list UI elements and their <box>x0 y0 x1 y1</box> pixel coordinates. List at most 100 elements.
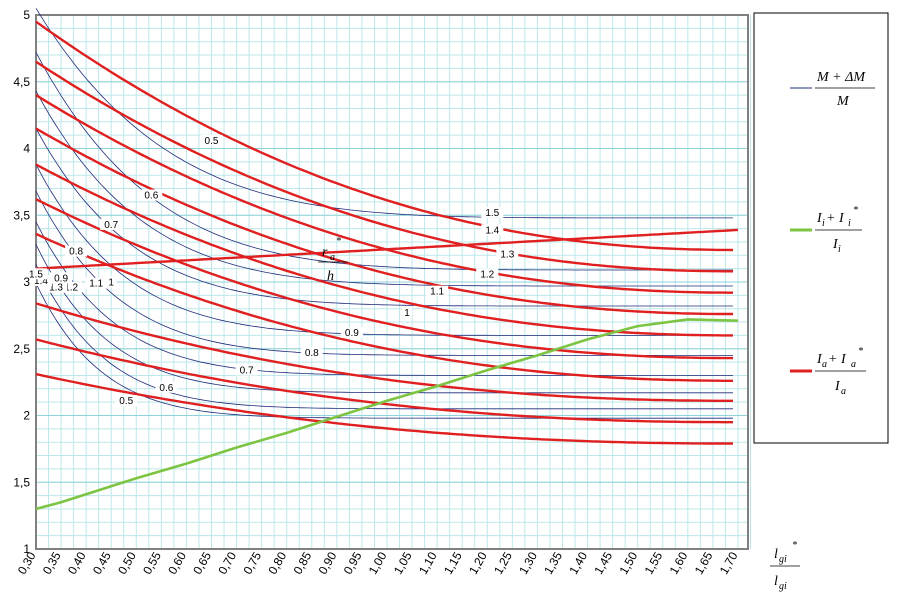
x-tick-22: 1,40 <box>566 549 590 577</box>
legend-2-num: I <box>816 211 823 226</box>
axes: 1 1,5 2 2,5 3 3,5 4 4,5 5 0,30 0,35 0,40 0,45 0,50 0,5… <box>13 8 740 577</box>
y-tick-3: 2,5 <box>13 342 30 356</box>
red-left-label-2-bg <box>65 245 88 257</box>
red-label-2-bg <box>496 248 519 260</box>
red-label-2: 1.3 <box>500 249 514 260</box>
red-series-6 <box>35 198 733 360</box>
red-label-5-bg <box>402 307 413 319</box>
x-tick-20: 1,30 <box>516 549 540 577</box>
red-left-label-2: 0.8 <box>69 247 83 258</box>
red-label-1-bg <box>481 224 504 236</box>
x-tick-9: 0,75 <box>240 549 264 577</box>
x-tick-3: 0,45 <box>90 549 114 577</box>
red-series-3 <box>35 94 733 294</box>
svg-text:+ I: + I <box>828 352 847 367</box>
red-label-10-bg <box>115 395 138 407</box>
y-tick-6: 4 <box>23 142 30 156</box>
x-tick-26: 1,60 <box>667 549 691 577</box>
xlabel-den: l <box>774 574 778 589</box>
blue-series-0 <box>35 8 733 219</box>
x-tick-16: 1,10 <box>416 549 440 577</box>
x-tick-5: 0,55 <box>140 549 164 577</box>
red-label-0: 1.5 <box>485 208 499 219</box>
blue-series-2 <box>35 90 733 287</box>
red-series-9 <box>35 338 733 424</box>
red-left-label-6-bg <box>60 281 83 293</box>
red-left-label-3-bg <box>50 272 73 284</box>
red-left-label-5: 1 <box>108 277 114 288</box>
xlabel-den-sub: gi <box>779 581 787 592</box>
red-left-label-0-bg <box>140 189 163 201</box>
legend-3-den: I <box>834 379 841 394</box>
red-series-group <box>35 20 739 445</box>
x-tick-25: 1,55 <box>642 549 666 577</box>
x-tick-17: 1,15 <box>441 549 465 577</box>
red-label-5: 1 <box>404 308 410 319</box>
red-left-label-3: 0.9 <box>54 273 68 284</box>
x-tick-0: 0,30 <box>15 549 39 577</box>
xlabel-num: l <box>774 547 778 562</box>
x-tick-28: 1,70 <box>717 549 741 577</box>
svg-text:a: a <box>851 359 856 370</box>
red-left-label-8: 1.4 <box>34 276 48 287</box>
x-tick-10: 0,80 <box>265 549 289 577</box>
x-tick-6: 0,60 <box>165 549 189 577</box>
red-label-1: 1.4 <box>485 225 499 236</box>
red-left-label-7: 1.3 <box>49 283 63 294</box>
x-tick-11: 0,85 <box>291 549 315 577</box>
blue-series-4 <box>35 164 733 336</box>
blue-series-8 <box>35 264 733 410</box>
x-tick-23: 1,45 <box>591 549 615 577</box>
svg-text:+ I: + I <box>826 211 845 226</box>
grid <box>35 14 752 550</box>
red-left-label-7-bg <box>45 281 68 293</box>
annotation-num-sup: * <box>336 236 341 247</box>
y-tick-8: 5 <box>23 8 30 22</box>
x-tick-21: 1,35 <box>541 549 565 577</box>
svg-text:a: a <box>822 359 827 370</box>
red-series-7 <box>35 232 733 382</box>
x-tick-18: 1,20 <box>466 549 490 577</box>
legend-1-num: M + ΔM <box>816 70 866 85</box>
svg-text:i: i <box>838 244 841 255</box>
red-label-9: 0.6 <box>159 383 173 394</box>
red-label-8: 0.7 <box>240 365 254 376</box>
x-tick-27: 1,65 <box>692 549 716 577</box>
x-tick-24: 1,50 <box>616 549 640 577</box>
svg-text:a: a <box>841 386 846 397</box>
blue-label-0: 0.5 <box>205 136 219 147</box>
legend-entry-current-i: I i + I i * I i <box>790 205 862 255</box>
green-series-group <box>35 318 739 511</box>
x-tick-7: 0,65 <box>190 549 214 577</box>
red-label-8-bg <box>235 364 258 376</box>
red-left-label-1: 0.7 <box>104 220 118 231</box>
red-series-10 <box>35 372 733 445</box>
legend-2-den: I <box>832 237 839 252</box>
legend-3-num: I <box>816 352 823 367</box>
x-axis-label: l gi * l gi <box>770 540 800 592</box>
red-left-label-4: 1.1 <box>89 279 103 290</box>
red-label-0-bg <box>481 206 504 218</box>
red-left-label-9-bg <box>25 268 47 280</box>
red-label-10: 0.5 <box>119 396 133 407</box>
blue-series-6 <box>35 221 733 376</box>
red-label-7-bg <box>300 347 323 359</box>
x-tick-15: 1,05 <box>391 549 415 577</box>
y-tick-0: 1 <box>23 542 30 556</box>
red-left-label-4-bg <box>85 277 108 289</box>
legend-entry-current-a: I a + I a * I a <box>790 346 866 397</box>
x-tick-19: 1,25 <box>491 549 515 577</box>
red-label-6-bg <box>340 327 363 339</box>
x-tick-8: 0,70 <box>215 549 239 577</box>
red-left-label-9: 1.5 <box>29 269 43 280</box>
red-left-label-6: 1.2 <box>64 283 78 294</box>
xlabel-num-sup: * <box>792 540 797 551</box>
y-tick-1: 1,5 <box>13 475 30 489</box>
green-series <box>35 318 739 511</box>
red-label-3: 1.2 <box>480 269 494 280</box>
red-series-2 <box>35 60 733 273</box>
annotation-num: r <box>322 245 328 260</box>
red-label-4: 1.1 <box>430 287 444 298</box>
x-tick-14: 1,00 <box>366 549 390 577</box>
svg-text:i: i <box>822 218 825 229</box>
